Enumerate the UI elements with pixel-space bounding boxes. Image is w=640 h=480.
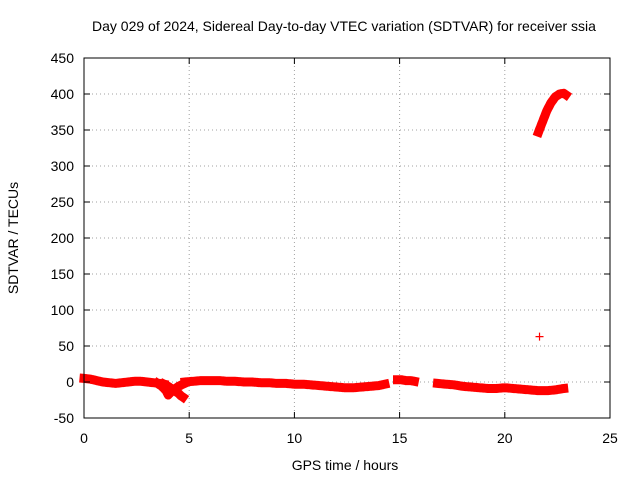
x-tick-label: 10 [287,430,303,446]
data-point [410,377,419,386]
data-points [79,88,573,404]
x-tick-label: 15 [392,430,408,446]
y-tick-label: 100 [51,302,75,318]
y-axis-label: SDTVAR / TECUs [5,182,21,294]
y-tick-label: 250 [51,194,75,210]
x-tick-label: 25 [602,430,618,446]
x-axis-label: GPS time / hours [292,457,399,473]
data-point [380,380,389,389]
y-tick-label: 50 [58,338,74,354]
y-tick-label: 0 [66,374,74,390]
y-tick-label: -50 [54,410,74,426]
data-point [559,384,568,393]
y-axis-ticks: -50 0 50 100 150 200 250 300 350 400 450 [51,50,610,426]
x-axis-ticks: 0 5 10 15 20 25 [80,58,618,446]
y-tick-label: 300 [51,158,75,174]
chart-title: Day 029 of 2024, Sidereal Day-to-day VTE… [92,18,596,34]
data-point [178,393,187,402]
y-tick-label: 350 [51,122,75,138]
x-tick-label: 20 [497,430,513,446]
x-tick-label: 0 [80,430,88,446]
data-point [560,90,569,98]
x-tick-label: 5 [185,430,193,446]
y-tick-label: 450 [51,50,75,66]
y-tick-label: 200 [51,230,75,246]
data-point [561,90,570,99]
plot-frame [83,57,611,419]
grid-lines [84,58,610,418]
y-tick-label: 150 [51,266,75,282]
data-point [535,332,544,341]
y-tick-label: 400 [51,86,75,102]
